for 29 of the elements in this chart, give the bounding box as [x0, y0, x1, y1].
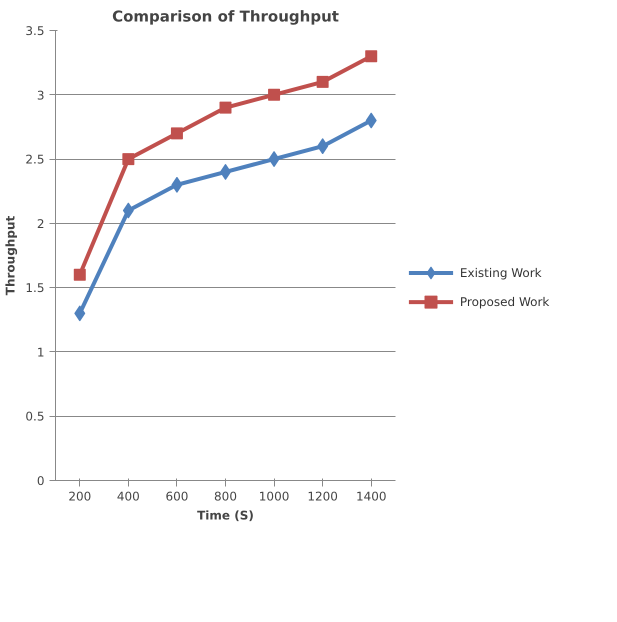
y-tick-label: 3	[36, 88, 45, 102]
legend-label: Proposed Work	[460, 295, 550, 310]
point	[122, 153, 134, 166]
point	[365, 50, 378, 62]
y-axis-title: Throughput	[3, 216, 18, 296]
chart-title: Comparison of Throughput	[112, 8, 339, 26]
point	[220, 102, 232, 114]
y-tick-label: 0	[36, 474, 45, 488]
y-tick-label: 2	[36, 216, 45, 231]
point	[122, 202, 134, 218]
y-tick-label: 2.5	[25, 152, 45, 167]
x-tick-label: 1000	[258, 490, 290, 504]
y-tick-label: 1.5	[25, 281, 45, 296]
x-axis-title: Time (S)	[197, 508, 254, 522]
x-tick-label: 1200	[307, 490, 338, 504]
y-tick-label: 0.5	[25, 410, 45, 424]
x-tick-label: 400	[116, 490, 140, 504]
x-tick-label: 1400	[356, 490, 386, 504]
x-tick-label: 800	[214, 490, 237, 504]
point	[268, 88, 280, 101]
legend-label: Existing Work	[460, 266, 542, 280]
point	[170, 127, 183, 140]
x-tick-label: 200	[68, 490, 92, 504]
x-tick-label: 600	[165, 490, 188, 504]
point	[366, 112, 377, 128]
y-tick-label: 1	[36, 345, 45, 360]
y-tick-label: 3.5	[25, 24, 45, 38]
point	[316, 76, 329, 88]
point	[74, 268, 86, 281]
